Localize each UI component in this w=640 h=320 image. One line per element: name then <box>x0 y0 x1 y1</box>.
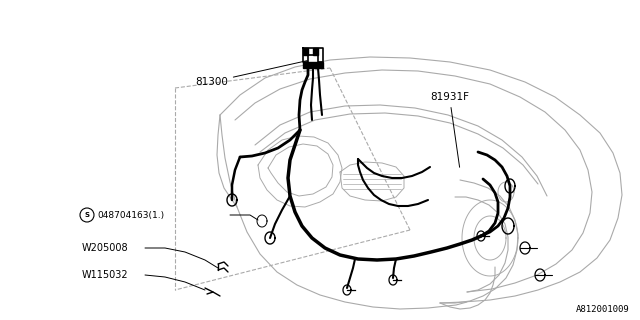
Text: 81931F: 81931F <box>430 92 469 167</box>
Text: A812001009: A812001009 <box>576 305 630 314</box>
Text: W115032: W115032 <box>82 270 129 280</box>
Text: S: S <box>84 212 90 218</box>
Text: 81300: 81300 <box>195 60 307 87</box>
Polygon shape <box>303 48 308 55</box>
Polygon shape <box>313 48 318 55</box>
Polygon shape <box>303 62 323 68</box>
Text: 048704163(1.): 048704163(1.) <box>97 211 164 220</box>
Text: W205008: W205008 <box>82 243 129 253</box>
